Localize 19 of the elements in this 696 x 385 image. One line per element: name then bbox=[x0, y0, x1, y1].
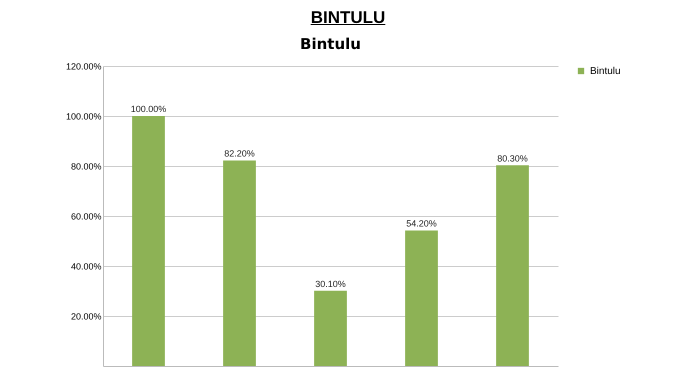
y-tick-label: 40.00% bbox=[70, 262, 102, 272]
y-tick-label: 80.00% bbox=[70, 162, 102, 172]
bar bbox=[223, 160, 256, 366]
data-label: 80.30% bbox=[497, 153, 528, 164]
data-label: 30.10% bbox=[315, 278, 346, 289]
chart-subtitle: Bintulu bbox=[300, 35, 361, 53]
data-label: 82.20% bbox=[224, 148, 255, 158]
bar bbox=[314, 290, 347, 366]
data-label: 54.20% bbox=[406, 218, 437, 228]
y-tick-label: 120.00% bbox=[66, 62, 102, 72]
chart-title: BINTULU bbox=[310, 8, 386, 28]
data-label: 100.00% bbox=[130, 104, 166, 114]
bar bbox=[405, 230, 438, 366]
y-tick-label: 100.00% bbox=[66, 112, 102, 122]
legend-label: Bintulu bbox=[590, 66, 621, 77]
y-tick-label: 20.00% bbox=[70, 312, 102, 322]
bar bbox=[496, 165, 529, 366]
bar bbox=[132, 116, 165, 366]
y-tick-label: 60.00% bbox=[70, 212, 102, 222]
